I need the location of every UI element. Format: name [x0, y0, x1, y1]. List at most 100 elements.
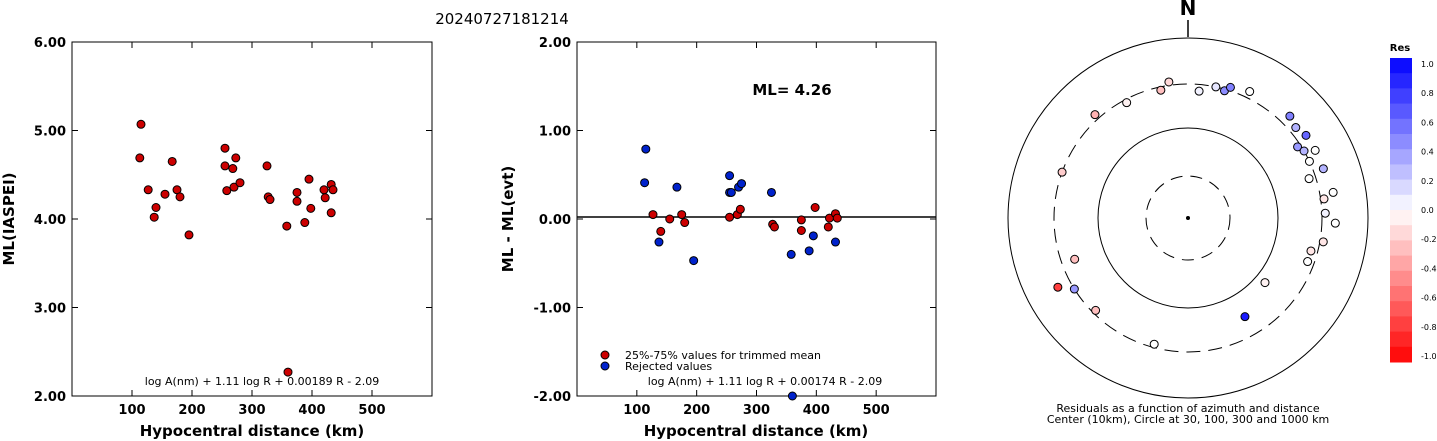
- residual-point: [1194, 86, 1204, 96]
- data-point: [292, 196, 302, 206]
- trimmed-point: [832, 213, 842, 223]
- x-tick-label: 300: [743, 403, 770, 418]
- north-label: N: [1180, 0, 1197, 20]
- residual-point: [1164, 77, 1174, 87]
- x-tick-label: 400: [803, 403, 830, 418]
- ring-30km: [1145, 175, 1231, 261]
- colorbar-block: [1390, 255, 1412, 272]
- data-point: [151, 202, 161, 212]
- residual-point: [1156, 85, 1166, 95]
- residual-point: [1328, 187, 1338, 197]
- x-tick-label: 500: [358, 403, 385, 418]
- y-tick-label: 1.00: [539, 125, 571, 140]
- x-axis-label-1: Hypocentral distance (km): [140, 422, 365, 440]
- trimmed-point: [680, 218, 690, 228]
- residual-point: [1122, 98, 1132, 108]
- data-point: [220, 143, 230, 153]
- residual-point: [1240, 312, 1250, 322]
- x-ticks-1: 100 200 300 400 500: [118, 42, 386, 418]
- colorbar-block: [1390, 134, 1412, 150]
- ring-100km: [1097, 127, 1279, 309]
- panel-polar: N Residuals as a function of azimuth and…: [1007, 0, 1369, 426]
- y-tick-label: -1.00: [534, 302, 571, 317]
- y-ticks-1: 6.00 5.00 4.00 3.00 2.00: [34, 36, 432, 405]
- data-point: [220, 161, 230, 171]
- rejected-point: [808, 231, 818, 241]
- data-point: [300, 218, 310, 228]
- ring-1000km: [1007, 37, 1369, 399]
- y-axis-label-1: ML(IASPEI): [0, 172, 18, 265]
- colorbar-ticks: 1.0 0.8 0.6 0.4 0.2 0.0 -0.2 -0.4 -0.6 -0.8 -1.0: [1421, 60, 1437, 361]
- rejected-point: [787, 391, 797, 401]
- residual-point: [1293, 142, 1303, 152]
- data-point: [184, 230, 194, 240]
- data-point: [304, 174, 314, 184]
- rejected-point: [766, 187, 776, 197]
- y-tick-label: 2.00: [34, 390, 66, 405]
- rejected-point: [672, 182, 682, 192]
- rejected-point: [726, 187, 736, 197]
- panel-ml-iaspei: 6.00 5.00 4.00 3.00 2.00 100 200 300 400 500 ML(…: [0, 36, 433, 440]
- residual-point: [1310, 145, 1320, 155]
- data-point: [319, 185, 329, 195]
- y-tick-label: 3.00: [34, 302, 66, 317]
- residual-point: [1245, 87, 1255, 97]
- center-dot: [1186, 216, 1190, 220]
- trimmed-point: [656, 226, 666, 236]
- plot-frame-1: [71, 41, 433, 397]
- x-ticks-2: 100 200 300 400 500: [623, 42, 890, 418]
- figure-title: 20240727181214: [435, 10, 569, 28]
- residual-point: [1053, 282, 1063, 292]
- x-tick-label: 300: [238, 403, 265, 418]
- formula-1: log A(nm) + 1.11 log R + 0.00189 R - 2.0…: [145, 375, 379, 388]
- rejected-point: [737, 179, 747, 189]
- colorbar-tick-label: 0.0: [1421, 206, 1434, 215]
- data-point: [175, 192, 185, 202]
- data-point: [235, 178, 245, 188]
- data-point: [306, 203, 316, 213]
- residual-point: [1225, 82, 1235, 92]
- residual-point: [1260, 278, 1270, 288]
- x-axis-label-2: Hypocentral distance (km): [644, 422, 869, 440]
- legend-label-trimmed: 25%-75% values for trimmed mean: [625, 349, 821, 362]
- points-1: [135, 119, 338, 377]
- colorbar-tick-label: -0.2: [1421, 235, 1437, 244]
- colorbar-block: [1390, 58, 1412, 74]
- residual-point: [1299, 146, 1309, 156]
- data-point: [262, 161, 272, 171]
- ring-300km: [1053, 83, 1323, 353]
- data-point: [160, 189, 170, 199]
- data-point: [320, 193, 330, 203]
- colorbar-block: [1390, 179, 1412, 196]
- rejected-point: [641, 144, 651, 154]
- x-tick-label: 200: [178, 403, 205, 418]
- colorbar: Res 1.0 0.8 0.6 0.4 0.2 0.0 -0.2 -0.4 -0.6 -0.8 -1…: [1390, 43, 1437, 363]
- rejected-point: [689, 256, 699, 266]
- data-point: [136, 119, 146, 129]
- colorbar-block: [1390, 88, 1412, 105]
- residual-point: [1301, 130, 1311, 140]
- colorbar-block: [1390, 346, 1412, 363]
- x-tick-label: 200: [683, 403, 710, 418]
- data-point: [292, 187, 302, 197]
- residual-point: [1320, 208, 1330, 218]
- legend-marker-trimmed: [600, 350, 610, 360]
- x-tick-label: 400: [298, 403, 325, 418]
- y-tick-label: -2.00: [534, 390, 571, 405]
- residual-point: [1149, 339, 1159, 349]
- rejected-point: [804, 246, 814, 256]
- y-tick-label: 4.00: [34, 213, 66, 228]
- colorbar-block: [1390, 225, 1412, 241]
- data-point: [135, 153, 145, 163]
- colorbar-block: [1390, 210, 1412, 226]
- rejected-point: [786, 249, 796, 259]
- data-point: [328, 185, 338, 195]
- residual-point: [1285, 111, 1295, 121]
- residual-point: [1319, 194, 1329, 204]
- legend-label-rejected: Rejected values: [625, 360, 712, 373]
- residual-point: [1303, 257, 1313, 267]
- y-ticks-2: 2.00 1.00 0.00 -1.00 -2.00: [534, 36, 936, 405]
- data-point: [143, 185, 153, 195]
- colorbar-tick-label: 0.4: [1421, 148, 1434, 157]
- panel-ml-residual: 2.00 1.00 0.00 -1.00 -2.00 100 200 300 400 500 M…: [499, 36, 937, 440]
